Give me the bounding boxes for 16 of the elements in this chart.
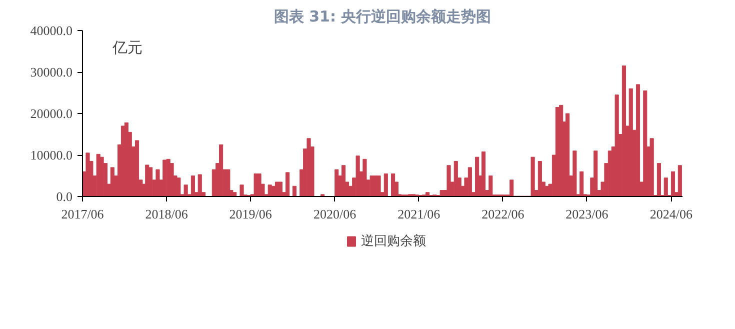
annotation: 亿元 — [112, 38, 142, 56]
x-tick-label: 2024/06 — [650, 206, 694, 222]
x-tick-label: 2022/06 — [482, 206, 525, 222]
x-tick-label: 2023/06 — [566, 206, 609, 222]
y-tick-label: 30000.0 — [30, 64, 72, 80]
x-tick-label: 2020/06 — [314, 206, 357, 222]
x-tick-label: 2019/06 — [229, 206, 272, 222]
x-tick-label: 2018/06 — [145, 206, 188, 222]
chart-title: 图表 31: 央行逆回购余额走势图 — [274, 8, 492, 26]
y-tick-label: 20000.0 — [30, 106, 72, 121]
y-tick-label: 40000.0 — [30, 23, 72, 38]
y-tick-label: 10000.0 — [30, 148, 72, 162]
x-tick-label: 2021/06 — [398, 206, 441, 222]
y-tick-label: 0.0 — [56, 189, 72, 204]
legend-label: 逆回购余额 — [361, 232, 426, 250]
x-tick-label: 2017/06 — [61, 206, 104, 222]
